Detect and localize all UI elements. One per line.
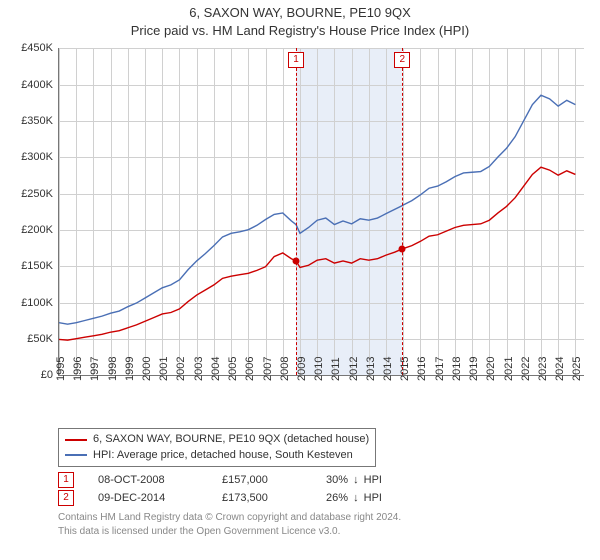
x-axis-label: 2012 (348, 357, 360, 381)
series-svg (59, 48, 584, 375)
legend-label: 6, SAXON WAY, BOURNE, PE10 9QX (detached… (93, 432, 369, 447)
y-axis-label: £150K (21, 260, 59, 272)
x-axis-label: 1995 (55, 357, 67, 381)
chart-title: 6, SAXON WAY, BOURNE, PE10 9QX (8, 4, 592, 22)
x-axis-label: 1996 (72, 357, 84, 381)
transaction-row: 2 09-DEC-2014 £173,500 26% HPI (58, 489, 592, 507)
x-axis-label: 2022 (520, 357, 532, 381)
legend-swatch (65, 439, 87, 441)
x-axis-label: 2006 (244, 357, 256, 381)
y-axis-label: £200K (21, 224, 59, 236)
x-axis-label: 2016 (416, 357, 428, 381)
x-axis-label: 2002 (175, 357, 187, 381)
y-axis-label: £300K (21, 151, 59, 163)
series-hpi (59, 96, 575, 325)
x-axis-label: 2019 (468, 357, 480, 381)
y-axis-label: £350K (21, 115, 59, 127)
y-axis-label: £250K (21, 188, 59, 200)
transaction-date: 08-OCT-2008 (98, 474, 198, 486)
footer-line-1: Contains HM Land Registry data © Crown c… (58, 511, 592, 525)
x-axis-label: 2009 (296, 357, 308, 381)
y-axis-label: £450K (21, 42, 59, 54)
transaction-number: 1 (58, 472, 74, 488)
x-axis-label: 2023 (537, 357, 549, 381)
x-axis-label: 2001 (158, 357, 170, 381)
transaction-marker (399, 246, 406, 253)
x-axis-label: 2000 (141, 357, 153, 381)
x-axis-label: 2004 (210, 357, 222, 381)
legend-item: 6, SAXON WAY, BOURNE, PE10 9QX (detached… (65, 432, 369, 447)
arrow-down-icon (351, 492, 361, 504)
transactions-table: 1 08-OCT-2008 £157,000 30% HPI 2 09-DEC-2014 £… (58, 471, 592, 507)
transaction-line (402, 48, 403, 375)
transaction-date: 09-DEC-2014 (98, 492, 198, 504)
x-axis-label: 2013 (365, 357, 377, 381)
x-axis-label: 2024 (554, 357, 566, 381)
legend: 6, SAXON WAY, BOURNE, PE10 9QX (detached… (58, 428, 376, 467)
x-axis-label: 2007 (262, 357, 274, 381)
plot: 12 £0£50K£100K£150K£200K£250K£300K£350K£… (58, 48, 584, 376)
x-axis-label: 2021 (503, 357, 515, 381)
y-axis-label: £400K (21, 79, 59, 91)
series-property (59, 168, 575, 341)
x-axis-label: 2005 (227, 357, 239, 381)
chart-subtitle: Price paid vs. HM Land Registry's House … (8, 22, 592, 40)
x-axis-label: 1997 (89, 357, 101, 381)
transaction-hpi: 26% HPI (326, 492, 436, 504)
x-axis-label: 2010 (313, 357, 325, 381)
transaction-price: £173,500 (222, 492, 302, 504)
x-axis-label: 2008 (279, 357, 291, 381)
legend-item: HPI: Average price, detached house, Sout… (65, 448, 369, 463)
y-axis-label: £100K (21, 297, 59, 309)
transaction-hpi: 30% HPI (326, 474, 436, 486)
x-axis-label: 1999 (124, 357, 136, 381)
y-axis-label: £50K (27, 333, 59, 345)
x-axis-label: 2011 (330, 358, 342, 382)
transaction-marker (293, 258, 300, 265)
transaction-number: 2 (58, 490, 74, 506)
x-axis-label: 2014 (382, 357, 394, 381)
x-axis-label: 2017 (434, 357, 446, 381)
x-axis-label: 2025 (571, 357, 583, 381)
x-axis-label: 2020 (485, 357, 497, 381)
legend-label: HPI: Average price, detached house, Sout… (93, 448, 353, 463)
transaction-row: 1 08-OCT-2008 £157,000 30% HPI (58, 471, 592, 489)
transaction-price: £157,000 (222, 474, 302, 486)
footer: Contains HM Land Registry data © Crown c… (58, 511, 592, 538)
transaction-badge: 1 (288, 52, 304, 68)
x-axis-label: 2015 (399, 357, 411, 381)
legend-swatch (65, 454, 87, 456)
transaction-line (296, 48, 297, 375)
transaction-badge: 2 (394, 52, 410, 68)
x-axis-label: 1998 (107, 357, 119, 381)
footer-line-2: This data is licensed under the Open Gov… (58, 525, 592, 539)
chart-area: 12 £0£50K£100K£150K£200K£250K£300K£350K£… (8, 44, 592, 424)
x-axis-label: 2018 (451, 357, 463, 381)
x-axis-label: 2003 (193, 357, 205, 381)
arrow-down-icon (351, 474, 361, 486)
